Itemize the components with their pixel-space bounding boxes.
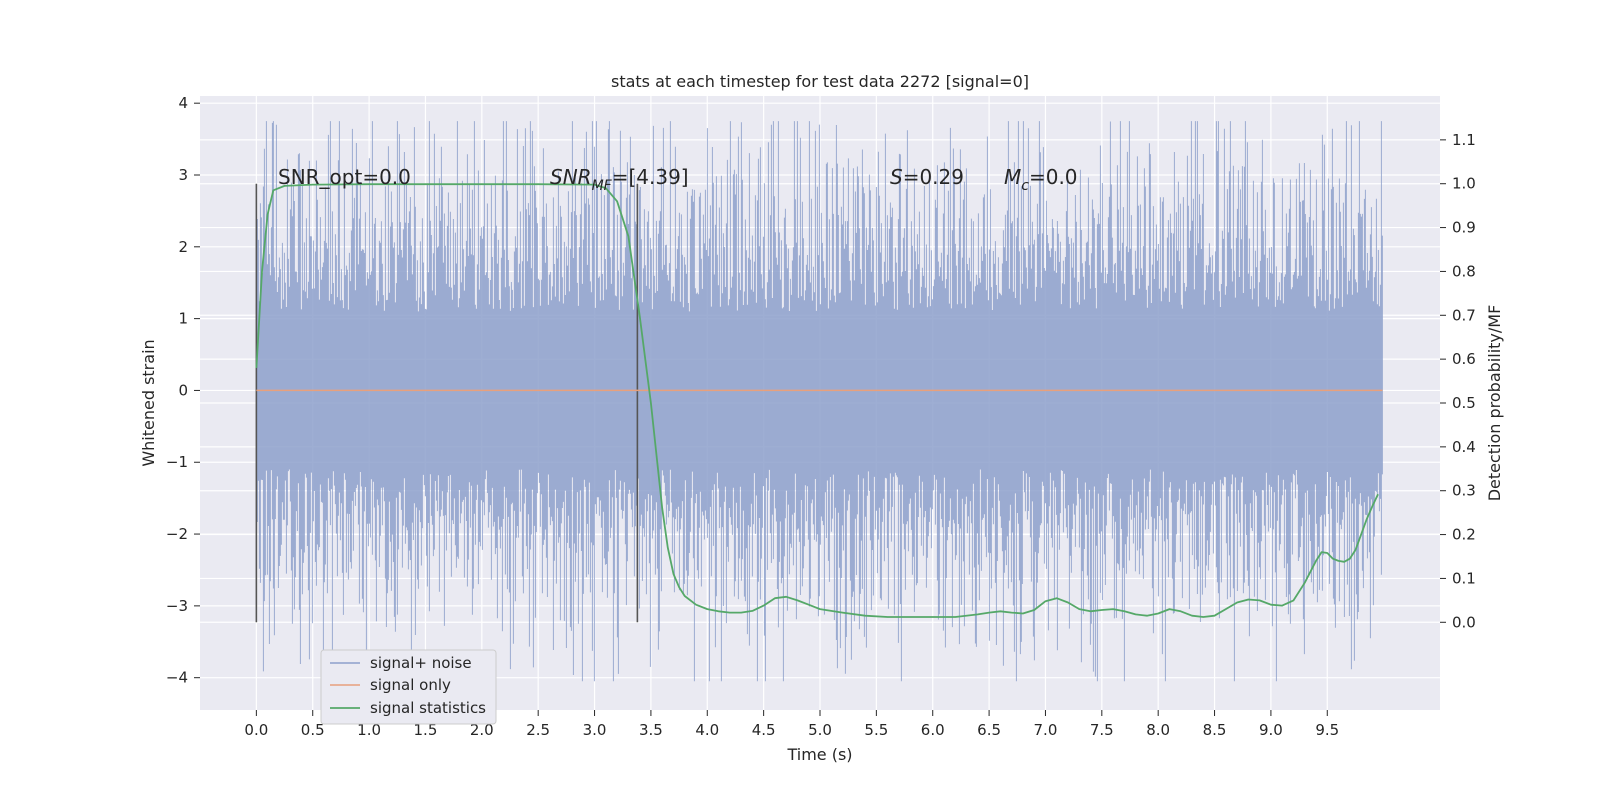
vertical-markers	[255, 183, 639, 623]
y-right-tick-label: 1.1	[1452, 131, 1476, 149]
signal-statistics-series	[255, 183, 1379, 618]
chart-title: stats at each timestep for test data 227…	[611, 72, 1029, 91]
x-tick-label: 4.5	[752, 721, 776, 739]
snr-opt-annotation: SNR_opt=0.0	[278, 165, 411, 189]
legend-label-signal-noise: signal+ noise	[370, 654, 472, 672]
snr-mf-annotation: SNRMF=[4.39]	[550, 165, 689, 194]
s-annotation: S=0.29	[890, 165, 964, 189]
y-right-tick-label: 1.0	[1452, 175, 1476, 193]
y-right-tick-label: 0.3	[1452, 482, 1476, 500]
x-tick-label: 9.5	[1315, 721, 1339, 739]
mc-value: =0.0	[1029, 165, 1078, 189]
y-right-tick-label: 0.5	[1452, 394, 1476, 412]
y-right-tick-label: 0.6	[1452, 350, 1476, 368]
x-tick-label: 0.0	[244, 721, 268, 739]
x-tick-label: 8.5	[1203, 721, 1227, 739]
mc-sub: c	[1021, 178, 1029, 194]
y-tick-label: −4	[166, 669, 188, 687]
mc-annotation: Mc=0.0	[1004, 165, 1078, 194]
y-tick-label: 2	[178, 238, 188, 256]
x-tick-label: 7.5	[1090, 721, 1114, 739]
y-right-tick-label: 0.0	[1452, 613, 1476, 631]
y-tick-label: −3	[166, 597, 188, 615]
s-value: =0.29	[903, 165, 964, 189]
x-tick-label: 7.0	[1034, 721, 1058, 739]
y-tick-label: −2	[166, 525, 188, 543]
x-axis-label: Time (s)	[786, 745, 852, 764]
mc-main: M	[1004, 165, 1021, 189]
y-right-tick-label: 0.7	[1452, 306, 1476, 324]
x-tick-label: 2.5	[526, 721, 550, 739]
x-tick-label: 3.5	[639, 721, 663, 739]
legend: signal+ noise signal only signal statist…	[320, 649, 497, 725]
x-tick-label: 5.5	[864, 721, 888, 739]
legend-frame	[320, 649, 497, 725]
x-tick-label: 6.5	[977, 721, 1001, 739]
y-axis-label: Whitened strain	[139, 339, 158, 466]
y-tick-label: 1	[178, 310, 188, 328]
x-tick-label: 1.5	[414, 721, 438, 739]
y-right-tick-label: 0.4	[1452, 438, 1476, 456]
x-tick-label: 3.0	[583, 721, 607, 739]
x-tick-label: 8.0	[1146, 721, 1170, 739]
x-tick-label: 5.0	[808, 721, 832, 739]
s-main: S	[890, 165, 903, 189]
snr-mf-main: SNR	[550, 165, 592, 189]
x-tick-label: 0.5	[301, 721, 325, 739]
snr-mf-sub: MF	[592, 178, 613, 194]
legend-label-signal-statistics: signal statistics	[370, 699, 486, 717]
x-tick-label: 1.0	[357, 721, 381, 739]
y-right-tick-label: 0.9	[1452, 219, 1476, 237]
y-right-tick-label: 0.1	[1452, 569, 1476, 587]
x-tick-label: 6.0	[921, 721, 945, 739]
y-tick-label: 4	[178, 94, 188, 112]
y-tick-label: 3	[178, 166, 188, 184]
y-right-axis-label: Detection probability/MF	[1485, 305, 1504, 502]
y-tick-label: −1	[166, 453, 188, 471]
snr-mf-value: =[4.39]	[612, 165, 689, 189]
y-right-tick-label: 0.8	[1452, 262, 1476, 280]
x-tick-label: 4.0	[695, 721, 719, 739]
signal-statistics-line	[255, 183, 1379, 618]
x-tick-label: 9.0	[1259, 721, 1283, 739]
y-right-tick-label: 0.2	[1452, 526, 1476, 544]
legend-label-signal-only: signal only	[370, 676, 451, 694]
y-tick-label: 0	[178, 381, 188, 399]
x-tick-label: 2.0	[470, 721, 494, 739]
tick-marks: 0.0 0.5 1.0 1.5 2.0 2.5 3.0 3.5 4.0 4.5 5.0 5.5 6.0 6…	[166, 94, 1476, 739]
